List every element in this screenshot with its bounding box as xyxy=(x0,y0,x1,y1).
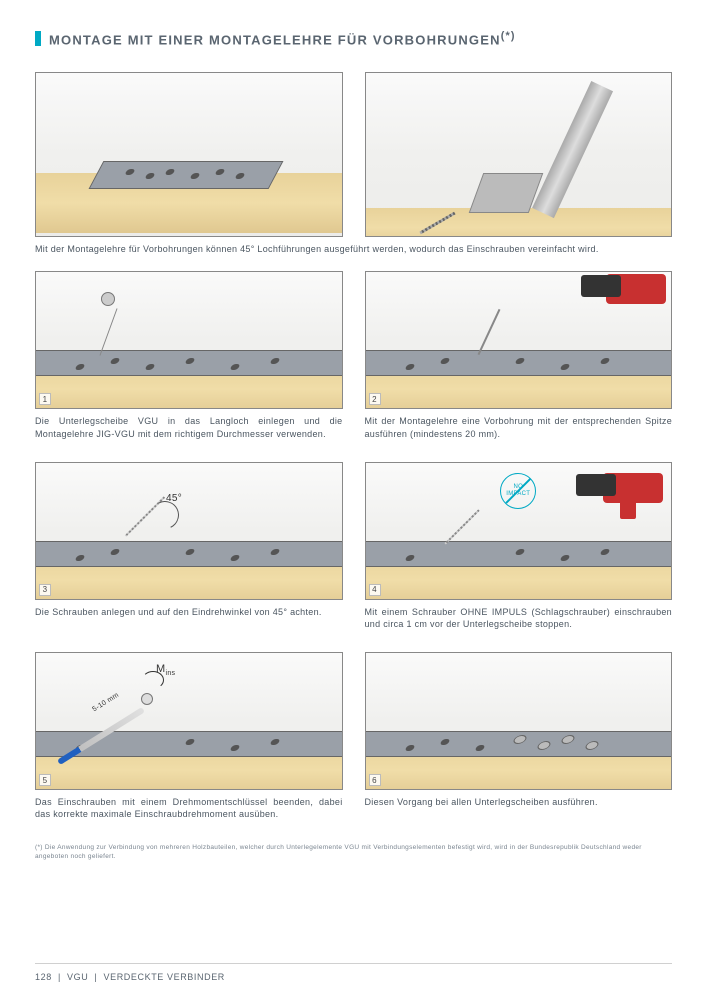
footer-product-code: VGU xyxy=(67,972,88,982)
section-heading: MONTAGE MIT EINER MONTAGELEHRE FÜR VORBO… xyxy=(35,30,672,47)
no-impact-badge: NO IMPACT xyxy=(500,473,536,509)
step-row-1-2: 1 Die Unterlegscheibe VGU in das Langloc… xyxy=(35,271,672,455)
step-number-5: 5 xyxy=(39,774,51,786)
step-2-caption: Mit der Montagelehre eine Vorbohrung mit… xyxy=(365,415,673,439)
illustration-jig-plate xyxy=(35,72,343,237)
illustration-step-3: 45° 3 xyxy=(35,462,343,600)
step-number-4: 4 xyxy=(369,584,381,596)
illustration-step-2: 2 xyxy=(365,271,673,409)
step-3-caption: Die Schrauben anlegen und auf den Eindre… xyxy=(35,606,343,618)
heading-label: MONTAGE MIT EINER MONTAGELEHRE FÜR VORBO… xyxy=(49,32,501,47)
step-5-caption: Das Einschrauben mit einem Drehmomentsch… xyxy=(35,796,343,820)
step-number-3: 3 xyxy=(39,584,51,596)
step-number-6: 6 xyxy=(369,774,381,786)
step-1-caption: Die Unterlegscheibe VGU in das Langloch … xyxy=(35,415,343,439)
step-4-caption: Mit einem Schrauber OHNE IMPULS (Schlags… xyxy=(365,606,673,630)
intro-caption: Mit der Montagelehre für Vorbohrungen kö… xyxy=(35,243,672,255)
illustration-step-1: 1 xyxy=(35,271,343,409)
step-row-3-4: 45° 3 Die Schrauben anlegen und auf den … xyxy=(35,462,672,646)
step-row-5-6: Mins 5-10 mm 5 Das Einschrauben mit eine… xyxy=(35,652,672,836)
footnote: (*) Die Anwendung zur Verbindung von meh… xyxy=(35,844,672,861)
illustration-step-6: 6 xyxy=(365,652,673,790)
step-number-2: 2 xyxy=(369,393,381,405)
footer-section-name: VERDECKTE VERBINDER xyxy=(103,972,224,982)
step-6-caption: Diesen Vorgang bei allen Unterlegscheibe… xyxy=(365,796,673,808)
illustration-step-4: NO IMPACT 4 xyxy=(365,462,673,600)
footer-sep-1: | xyxy=(58,972,61,982)
illustration-step-5: Mins 5-10 mm 5 xyxy=(35,652,343,790)
intro-image-row xyxy=(35,72,672,237)
step-number-1: 1 xyxy=(39,393,51,405)
heading-sup: (*) xyxy=(501,30,516,42)
footer-divider xyxy=(35,963,672,964)
heading-text: MONTAGE MIT EINER MONTAGELEHRE FÜR VORBO… xyxy=(49,30,516,47)
torque-m-sub: ins xyxy=(165,670,175,677)
illustration-drill-guide-closeup xyxy=(365,72,673,237)
no-impact-text: NO IMPACT xyxy=(501,484,535,497)
footer-page-number: 128 xyxy=(35,972,52,982)
footer-sep-2: | xyxy=(94,972,97,982)
heading-accent-bar xyxy=(35,31,41,46)
page-footer: 128 | VGU | VERDECKTE VERBINDER xyxy=(35,972,225,982)
